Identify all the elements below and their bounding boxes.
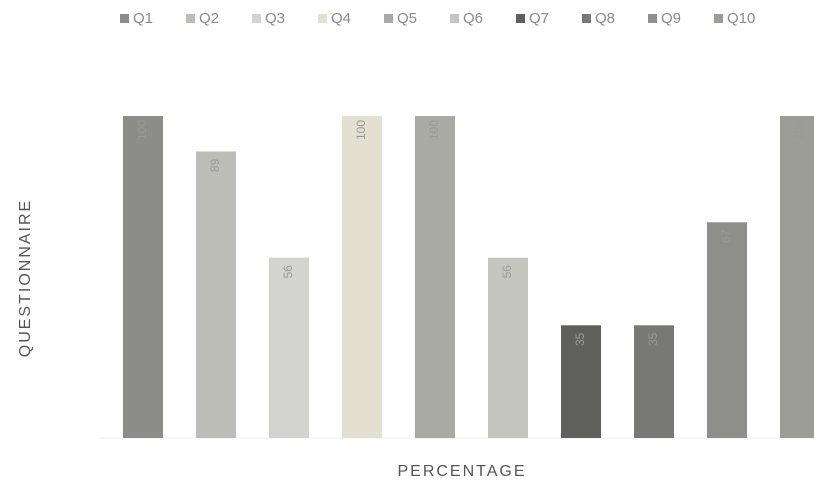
bar <box>634 325 674 438</box>
legend-swatch <box>648 14 657 23</box>
bar <box>342 116 382 438</box>
bar <box>415 116 455 438</box>
x-axis-title: PERCENTAGE <box>397 463 526 480</box>
legend-text: Q6 <box>463 10 483 27</box>
y-axis-title: QUESTIONNAIRE <box>17 199 34 357</box>
value-label: 35 <box>573 332 587 346</box>
value-label: 100 <box>135 120 149 140</box>
legend-text: Q7 <box>529 10 549 27</box>
legend-text: Q3 <box>265 10 285 27</box>
value-label: 67 <box>719 229 733 243</box>
legend-text: Q9 <box>661 10 681 27</box>
legend-text: Q2 <box>199 10 219 27</box>
legend-text: Q1 <box>133 10 153 27</box>
legend-swatch <box>384 14 393 23</box>
legend-text: Q10 <box>727 10 755 27</box>
value-label: 100 <box>792 120 806 140</box>
value-label: 89 <box>208 158 222 172</box>
value-label: 56 <box>281 265 295 279</box>
bar <box>780 116 814 438</box>
legend-text: Q8 <box>595 10 615 27</box>
bar <box>123 116 163 438</box>
legend-swatch <box>252 14 261 23</box>
bar <box>561 325 601 438</box>
value-label: 100 <box>427 120 441 140</box>
value-label: 100 <box>354 120 368 140</box>
bar <box>707 222 747 438</box>
legend-swatch <box>582 14 591 23</box>
legend-swatch <box>516 14 525 23</box>
legend-swatch <box>450 14 459 23</box>
bar <box>196 151 236 439</box>
bar <box>488 257 528 438</box>
legend-swatch <box>318 14 327 23</box>
legend-swatch <box>714 14 723 23</box>
legend-text: Q4 <box>331 10 351 27</box>
value-label: 56 <box>500 265 514 279</box>
bar <box>269 257 309 438</box>
value-label: 35 <box>646 332 660 346</box>
legend-swatch <box>120 14 129 23</box>
legend-text: Q5 <box>397 10 417 27</box>
legend-swatch <box>186 14 195 23</box>
